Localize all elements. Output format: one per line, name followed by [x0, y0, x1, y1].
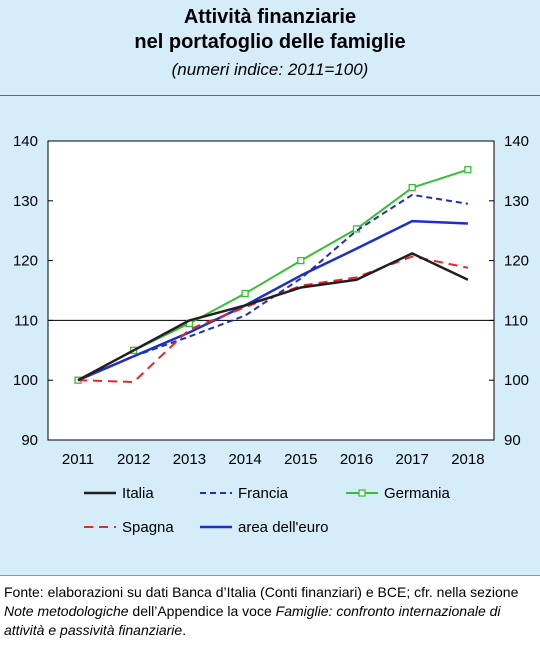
legend-label-francia: Francia — [238, 485, 289, 502]
y-tick-label-left: 140 — [13, 133, 38, 150]
y-tick-label-left: 110 — [14, 312, 38, 329]
legend-marker-germania — [358, 489, 366, 497]
y-tick-label-right: 130 — [504, 193, 529, 210]
x-tick-label: 2018 — [451, 451, 484, 468]
series-line-area-dell-euro — [77, 219, 468, 382]
x-tick-label: 2016 — [340, 451, 373, 468]
chart-header: Attività finanziarie nel portafoglio del… — [0, 0, 540, 95]
legend-label-germania: Germania — [384, 485, 451, 502]
legend-label-spagna: Spagna — [122, 519, 174, 536]
x-tick-label: 2015 — [284, 451, 317, 468]
series-point-germania — [464, 166, 472, 174]
legend-label-italia: Italia — [122, 485, 154, 502]
chart-title-line1: Attività finanziarie — [183, 6, 357, 28]
y-tick-label-right: 120 — [504, 253, 529, 270]
footer-divider — [0, 575, 540, 576]
source-italic-1: Note metodologiche — [4, 603, 129, 619]
y-tick-label-left: 100 — [13, 372, 38, 389]
series-line-spagna — [77, 255, 469, 383]
chart-subtitle: (numeri indice: 2011=100) — [171, 60, 369, 79]
y-tick-label-right: 110 — [504, 312, 528, 329]
source-note: Fonte: elaborazioni su dati Banca d’Ital… — [4, 583, 538, 640]
x-tick-label: 2012 — [117, 451, 150, 468]
x-tick-label: 2017 — [396, 451, 429, 468]
y-tick-label-right: 100 — [504, 372, 529, 389]
x-tick-label: 2011 — [62, 451, 94, 468]
y-tick-label-right: 90 — [504, 432, 521, 449]
series-point-germania — [241, 289, 249, 298]
legend-label-area-dell-euro: area dell'euro — [238, 519, 328, 536]
source-text-3: . — [182, 622, 187, 638]
source-text-2: dell’Appendice la voce — [128, 603, 276, 619]
source-text-1: Fonte: elaborazioni su dati Banca d’Ital… — [4, 584, 519, 600]
chart-title-line2: nel portafoglio delle famiglie — [134, 31, 406, 53]
y-tick-label-left: 130 — [13, 193, 38, 210]
y-tick-label-right: 140 — [504, 133, 529, 150]
series-point-germania — [297, 256, 305, 265]
x-tick-label: 2014 — [228, 451, 261, 468]
series-point-germania — [408, 183, 416, 192]
header-divider — [0, 95, 540, 96]
line-chart: 90 90 100 100 110 110 120 120 130 130 140 140 2011 20… — [13, 133, 529, 536]
source-italic-2: Famiglie: confronto internazionale di at… — [4, 603, 501, 638]
y-tick-label-left: 90 — [21, 432, 38, 449]
series-line-italia — [77, 252, 469, 382]
y-tick-label-left: 120 — [13, 253, 38, 270]
x-tick-label: 2013 — [173, 451, 206, 468]
